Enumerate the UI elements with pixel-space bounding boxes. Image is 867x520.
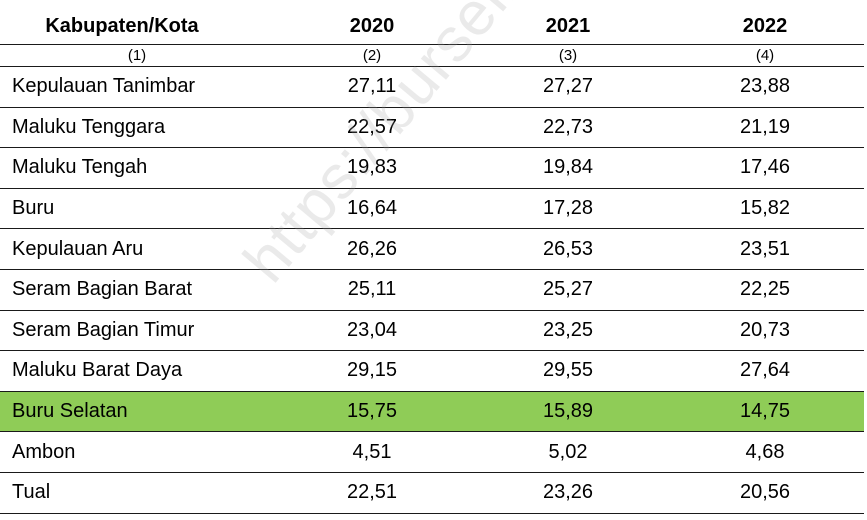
region-name: Maluku Barat Daya [12,359,183,382]
value-2020: 16,64 [346,197,398,220]
table-row: Kepulauan Tanimbar 27,11 27,27 23,88 [0,67,864,108]
region-name: Buru [12,197,55,220]
value-2020: 29,15 [346,359,398,382]
table-row: Seram Bagian Timur 23,04 23,25 20,73 [0,311,864,352]
table-row: Buru 16,64 17,28 15,82 [0,189,864,230]
table-row: Tual 22,51 23,26 20,56 [0,473,864,514]
col-number-2: (2) [362,47,382,64]
value-2022: 20,73 [739,318,791,341]
value-2020: 27,11 [347,75,397,98]
table-row-highlighted: Buru Selatan 15,75 15,89 14,75 [0,391,864,433]
value-2022: 14,75 [739,400,791,423]
value-2021: 23,25 [542,318,594,341]
region-name: Maluku Tengah [12,156,148,179]
value-2021: 15,89 [542,400,594,423]
region-name: Ambon [12,440,76,463]
value-2021: 5,02 [548,440,588,463]
value-2020: 4,51 [352,440,392,463]
col-number-3: (3) [558,47,578,64]
value-2020: 25,11 [347,278,397,301]
region-name: Seram Bagian Barat [12,278,193,301]
region-name: Tual [12,481,51,504]
value-2021: 27,27 [542,75,594,98]
header-2020: 2020 [349,14,395,37]
header-2021: 2021 [545,14,591,37]
table-row: Ambon 4,51 5,02 4,68 [0,432,864,473]
data-table: Kabupaten/Kota 2020 2021 2022 (1) (2) (3… [0,8,864,514]
value-2022: 27,64 [739,359,791,382]
value-2022: 23,51 [739,237,791,260]
region-name: Maluku Tenggara [12,115,166,138]
region-name: Buru Selatan [12,400,128,423]
table-row: Seram Bagian Barat 25,11 25,27 22,25 [0,270,864,311]
value-2021: 22,73 [542,115,594,138]
value-2020: 22,57 [346,115,398,138]
table-row: Maluku Barat Daya 29,15 29,55 27,64 [0,351,864,392]
value-2022: 22,25 [739,278,791,301]
column-numbering-row: (1) (2) (3) (4) [0,45,864,67]
value-2021: 17,28 [542,197,594,220]
region-name: Seram Bagian Timur [12,318,195,341]
value-2022: 23,88 [739,75,791,98]
value-2022: 15,82 [739,197,791,220]
value-2021: 19,84 [542,156,594,179]
value-2021: 26,53 [542,237,594,260]
value-2022: 21,19 [739,115,791,138]
value-2022: 20,56 [739,481,791,504]
value-2021: 25,27 [542,278,594,301]
value-2020: 15,75 [346,400,398,423]
region-name: Kepulauan Aru [12,237,144,260]
header-region: Kabupaten/Kota [45,14,199,37]
value-2022: 4,68 [745,440,785,463]
table-header-row: Kabupaten/Kota 2020 2021 2022 [0,8,864,45]
value-2020: 23,04 [346,318,398,341]
table-row: Maluku Tengah 19,83 19,84 17,46 [0,148,864,189]
value-2020: 26,26 [346,237,398,260]
table-row: Maluku Tenggara 22,57 22,73 21,19 [0,108,864,149]
value-2021: 23,26 [542,481,594,504]
value-2022: 17,46 [739,156,791,179]
header-2022: 2022 [742,14,788,37]
value-2020: 19,83 [346,156,398,179]
value-2020: 22,51 [346,481,398,504]
region-name: Kepulauan Tanimbar [12,75,196,98]
table-row: Kepulauan Aru 26,26 26,53 23,51 [0,229,864,270]
col-number-1: (1) [127,47,147,64]
value-2021: 29,55 [542,359,594,382]
col-number-4: (4) [755,47,775,64]
